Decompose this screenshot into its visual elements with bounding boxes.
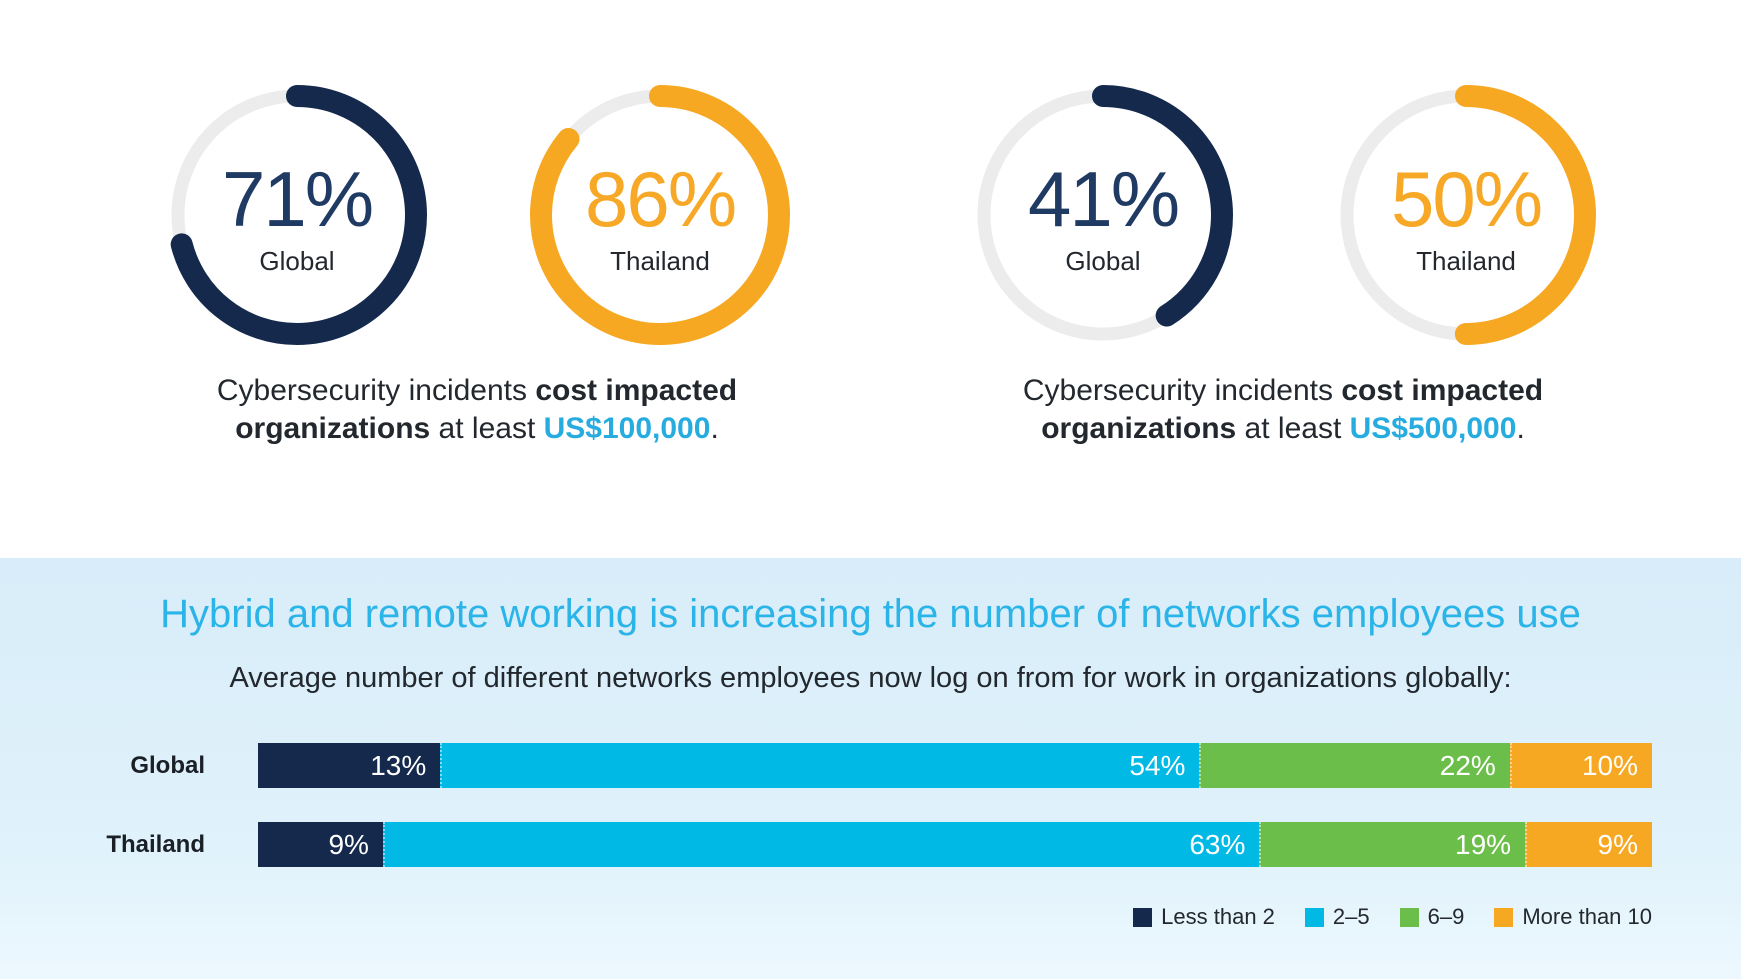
donut-arc [167, 85, 427, 345]
caption-amount: US$500,000 [1349, 412, 1517, 445]
bar-segment-6-9: 22% [1199, 743, 1510, 788]
donut-svg [530, 85, 790, 345]
donut-svg [1336, 85, 1596, 345]
bar-segment-value: 19% [1455, 828, 1512, 860]
stacked-bar-thailand: 9% 63% 19% 9% [258, 822, 1652, 867]
legend-swatch-icon [1494, 907, 1514, 927]
donut-value: 50% [1390, 154, 1543, 243]
donut-label: Thailand [610, 245, 710, 276]
donut-label: Global [1065, 245, 1141, 276]
panel-subtitle: Average number of different networks emp… [229, 662, 1512, 694]
bar-segment-value: 13% [370, 749, 427, 781]
donut-center: 86% Thailand [530, 85, 790, 345]
legend-label: 6–9 [1427, 904, 1465, 929]
legend-label: 2–5 [1332, 904, 1370, 929]
bar-segment-value: 63% [1189, 828, 1246, 860]
bar-segment-6-9: 19% [1259, 822, 1526, 867]
donut-chart-thailand-500k: 50% Thailand [1336, 85, 1596, 345]
caption-cost-500k: Cybersecurity incidents cost impacted or… [983, 372, 1583, 448]
donut-chart-global-500k: 41% Global [973, 85, 1233, 345]
bar-segment-2-5: 54% [440, 743, 1200, 788]
legend-label: Less than 2 [1161, 904, 1275, 929]
donut-center: 41% Global [973, 85, 1233, 345]
legend-label: More than 10 [1522, 904, 1652, 929]
legend-item: Less than 2 [1133, 904, 1275, 930]
donut-chart-global-100k: 71% Global [167, 85, 427, 345]
legend-item: 6–9 [1399, 904, 1465, 930]
bar-category-label: Global [130, 752, 205, 779]
legend-swatch-icon [1304, 907, 1324, 927]
donut-center: 71% Global [167, 85, 427, 345]
donut-svg [167, 85, 427, 345]
donut-label: Global [259, 245, 335, 276]
caption-period: . [710, 412, 719, 445]
bar-segment-2-5: 63% [382, 822, 1260, 867]
donut-svg [973, 85, 1233, 345]
caption-period: . [1516, 412, 1525, 445]
bar-row-global: Global 13% 54% 22% 10% [0, 743, 1652, 788]
stacked-bar-global: 13% 54% 22% 10% [258, 743, 1652, 788]
legend-swatch-icon [1133, 907, 1153, 927]
bar-segment-value: 9% [1597, 828, 1638, 860]
bar-segment-less-than-2: 13% [258, 743, 441, 788]
bar-segment-more-than-10: 10% [1509, 743, 1652, 788]
bar-segment-value: 10% [1581, 749, 1638, 781]
donut-value: 71% [221, 154, 374, 243]
bar-segment-value: 22% [1439, 749, 1496, 781]
caption-text: Cybersecurity incidents [1022, 374, 1342, 407]
donut-arc [1336, 85, 1596, 345]
networks-panel: Hybrid and remote working is increasing … [0, 558, 1741, 979]
donut-chart-thailand-100k: 86% Thailand [530, 85, 790, 345]
caption-text: at least [1236, 412, 1350, 445]
legend-item: More than 10 [1494, 904, 1652, 930]
legend-item: 2–5 [1304, 904, 1370, 930]
caption-text: Cybersecurity incidents [216, 374, 536, 407]
caption-bold-text: cost impacted organizations [1041, 374, 1544, 445]
panel-title: Hybrid and remote working is increasing … [160, 592, 1581, 636]
chart-legend: Less than 2 2–5 6–9 More than 10 [1133, 904, 1652, 930]
donut-label: Thailand [1416, 245, 1516, 276]
bar-segment-less-than-2: 9% [258, 822, 383, 867]
donut-center: 50% Thailand [1336, 85, 1596, 345]
donut-arc [973, 85, 1233, 345]
bar-row-thailand: Thailand 9% 63% 19% 9% [0, 822, 1652, 867]
bar-segment-value: 54% [1129, 749, 1186, 781]
incident-cost-section: 71% Global 86% Thailand Cybersecurity in… [167, 85, 1596, 448]
donut-arc [530, 85, 790, 345]
bar-segment-more-than-10: 9% [1525, 822, 1652, 867]
donut-value: 41% [1027, 154, 1180, 243]
caption-text: at least [430, 412, 544, 445]
caption-amount: US$100,000 [543, 412, 711, 445]
legend-swatch-icon [1399, 907, 1419, 927]
bar-category-label: Thailand [106, 831, 205, 858]
bar-segment-value: 9% [328, 828, 369, 860]
caption-bold-text: cost impacted organizations [235, 374, 738, 445]
donut-value: 86% [584, 154, 737, 243]
caption-cost-100k: Cybersecurity incidents cost impacted or… [177, 372, 777, 448]
